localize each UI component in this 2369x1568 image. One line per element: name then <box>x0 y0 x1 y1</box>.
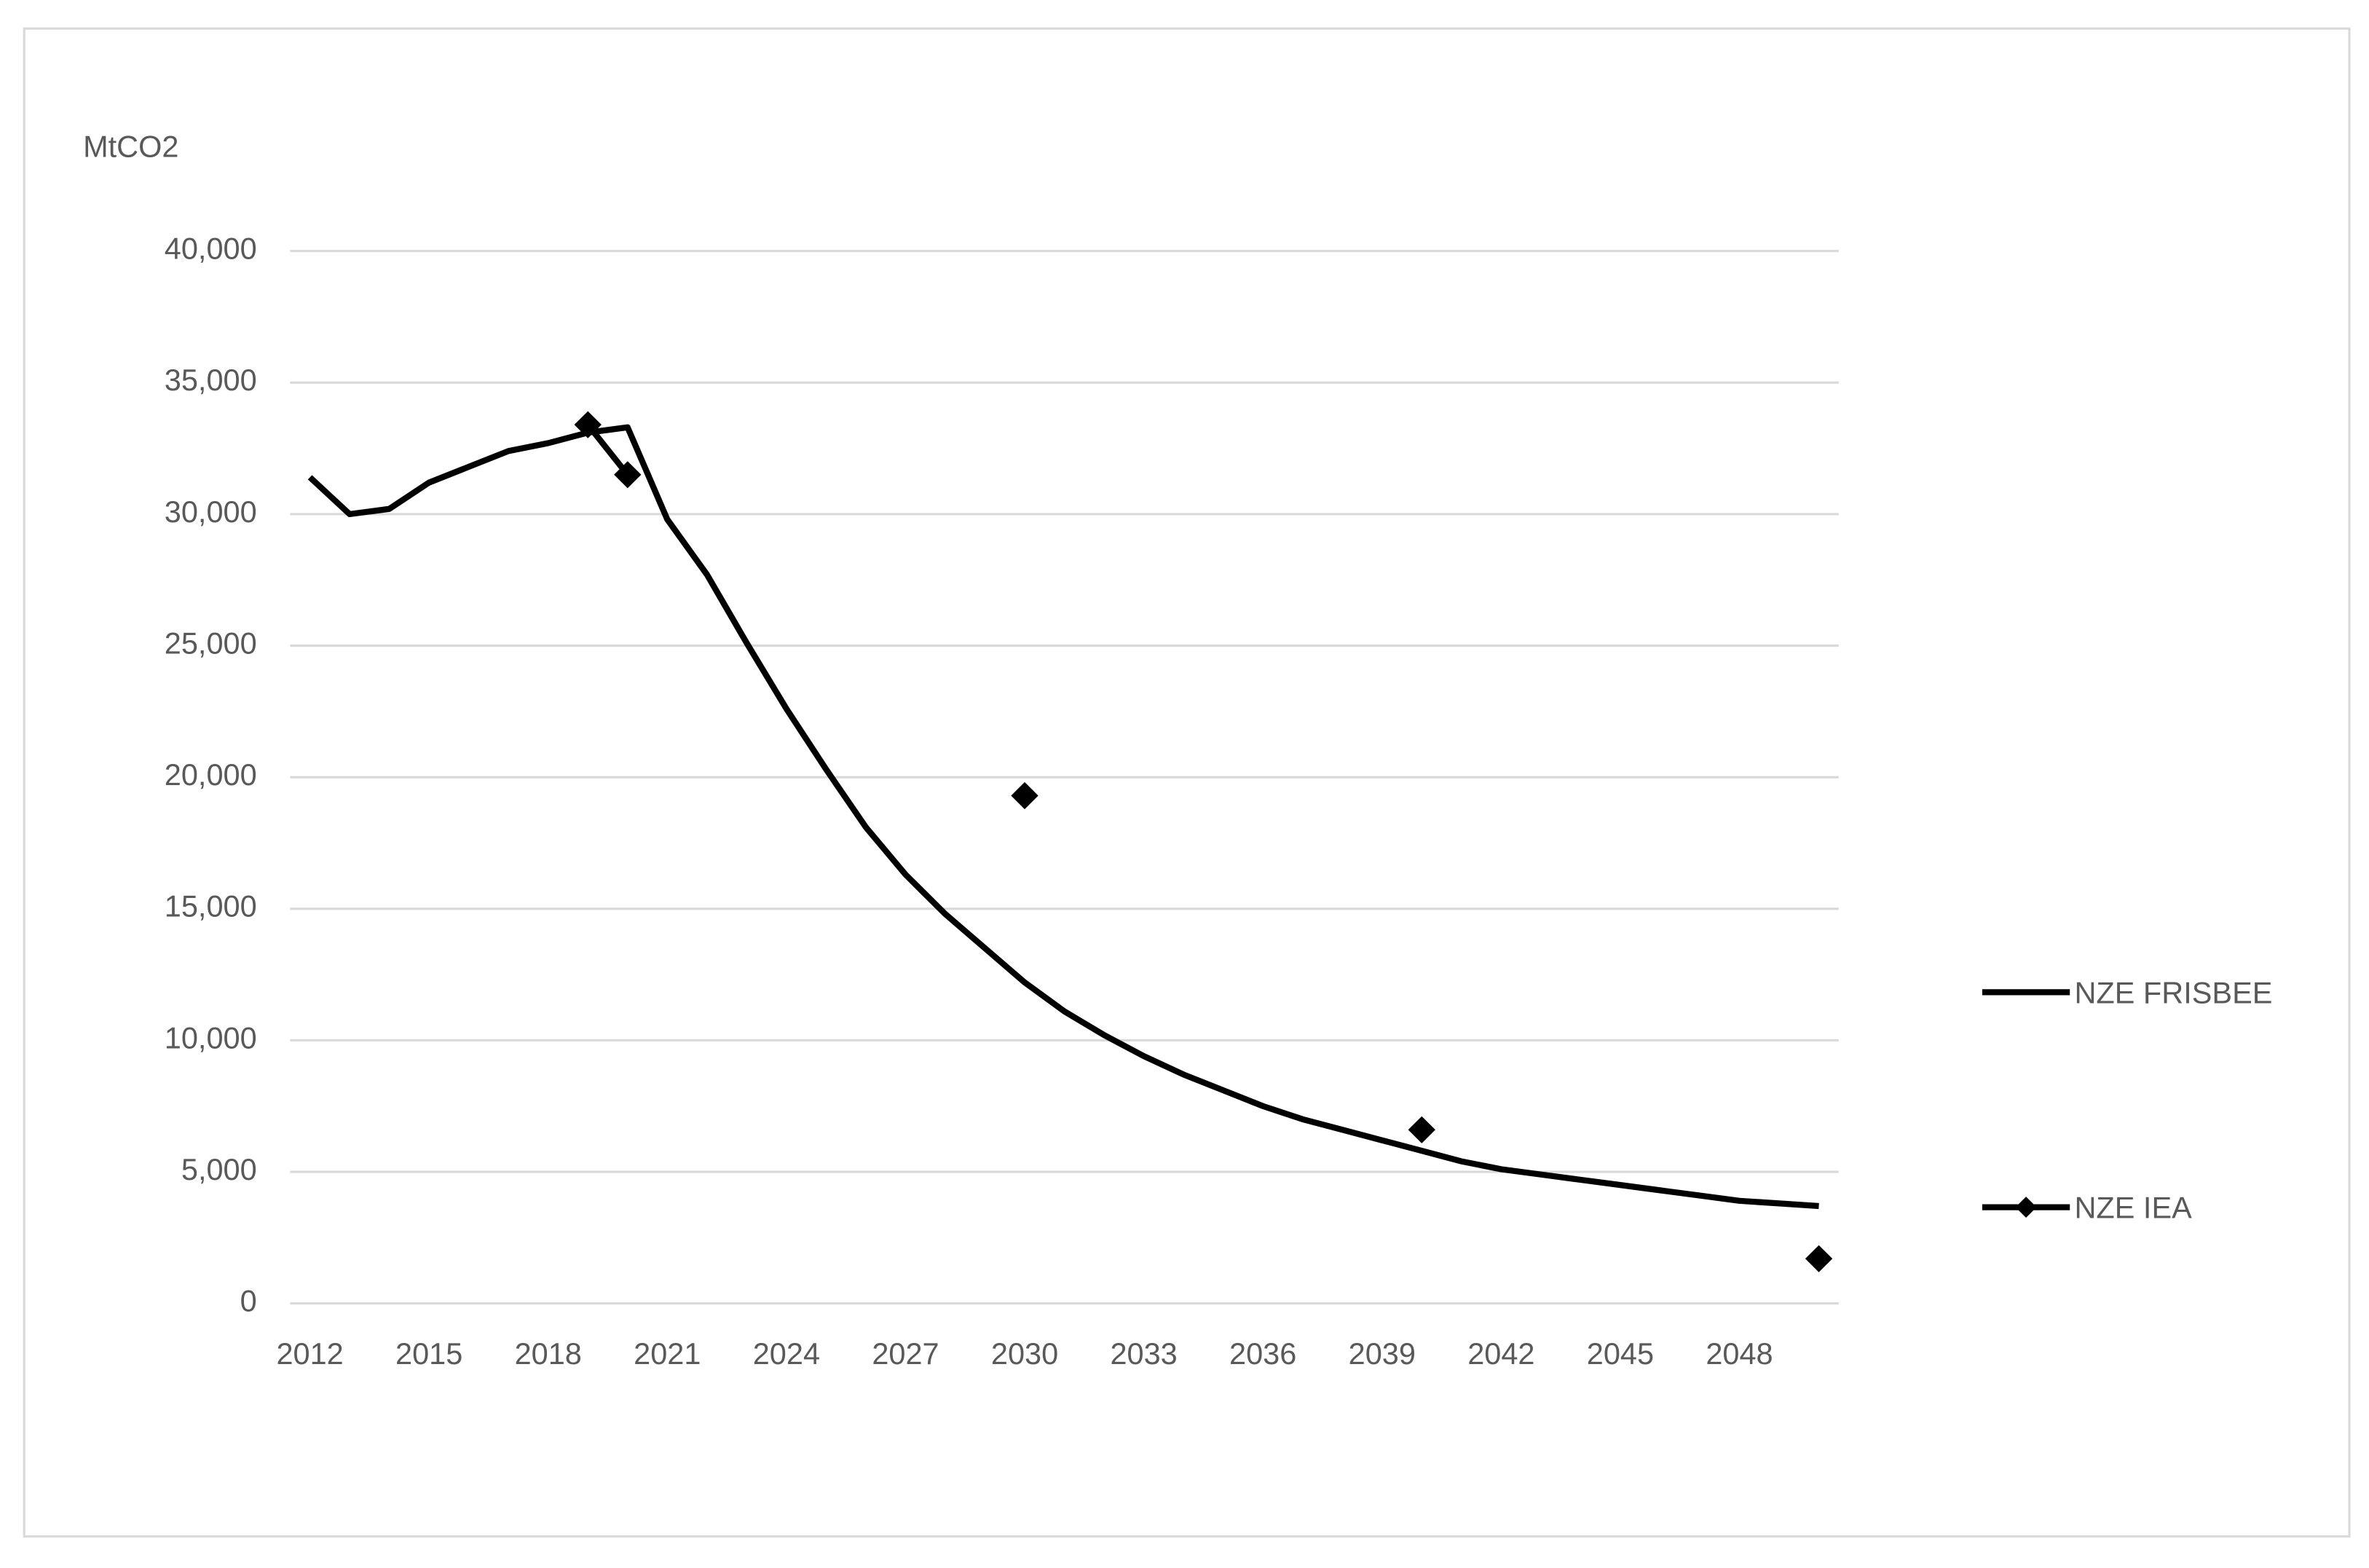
legend-label: NZE IEA <box>2074 1191 2192 1225</box>
y-tick-label: 10,000 <box>165 1021 257 1055</box>
x-tick-label: 2024 <box>753 1337 820 1371</box>
legend-marker <box>2015 1197 2037 1218</box>
y-tick-label: 5,000 <box>181 1153 257 1186</box>
y-tick-label: 15,000 <box>165 890 257 923</box>
x-tick-label: 2015 <box>395 1337 462 1371</box>
data-marker <box>1805 1245 1833 1272</box>
y-axis-label: MtCO2 <box>83 130 178 163</box>
x-tick-label: 2048 <box>1706 1337 1773 1371</box>
chart-border <box>23 27 2351 1538</box>
x-tick-label: 2018 <box>515 1337 582 1371</box>
legend-label: NZE FRISBEE <box>2074 977 2272 1010</box>
x-tick-label: 2012 <box>276 1337 343 1371</box>
x-tick-label: 2021 <box>634 1337 701 1371</box>
x-tick-label: 2045 <box>1587 1337 1654 1371</box>
y-tick-label: 20,000 <box>165 758 257 792</box>
x-tick-label: 2036 <box>1229 1337 1296 1371</box>
data-marker <box>1011 781 1038 810</box>
data-marker <box>614 461 642 489</box>
y-tick-label: 35,000 <box>165 363 257 397</box>
x-tick-label: 2033 <box>1110 1337 1177 1371</box>
y-tick-label: 0 <box>240 1285 257 1318</box>
y-tick-label: 25,000 <box>165 627 257 661</box>
y-tick-label: 40,000 <box>165 232 257 266</box>
x-tick-label: 2027 <box>872 1337 939 1371</box>
x-tick-label: 2030 <box>991 1337 1058 1371</box>
x-tick-label: 2039 <box>1349 1337 1416 1371</box>
series-line <box>307 424 1819 1210</box>
x-tick-label: 2042 <box>1467 1337 1534 1371</box>
y-tick-label: 30,000 <box>165 495 257 529</box>
data-marker <box>1408 1116 1435 1143</box>
